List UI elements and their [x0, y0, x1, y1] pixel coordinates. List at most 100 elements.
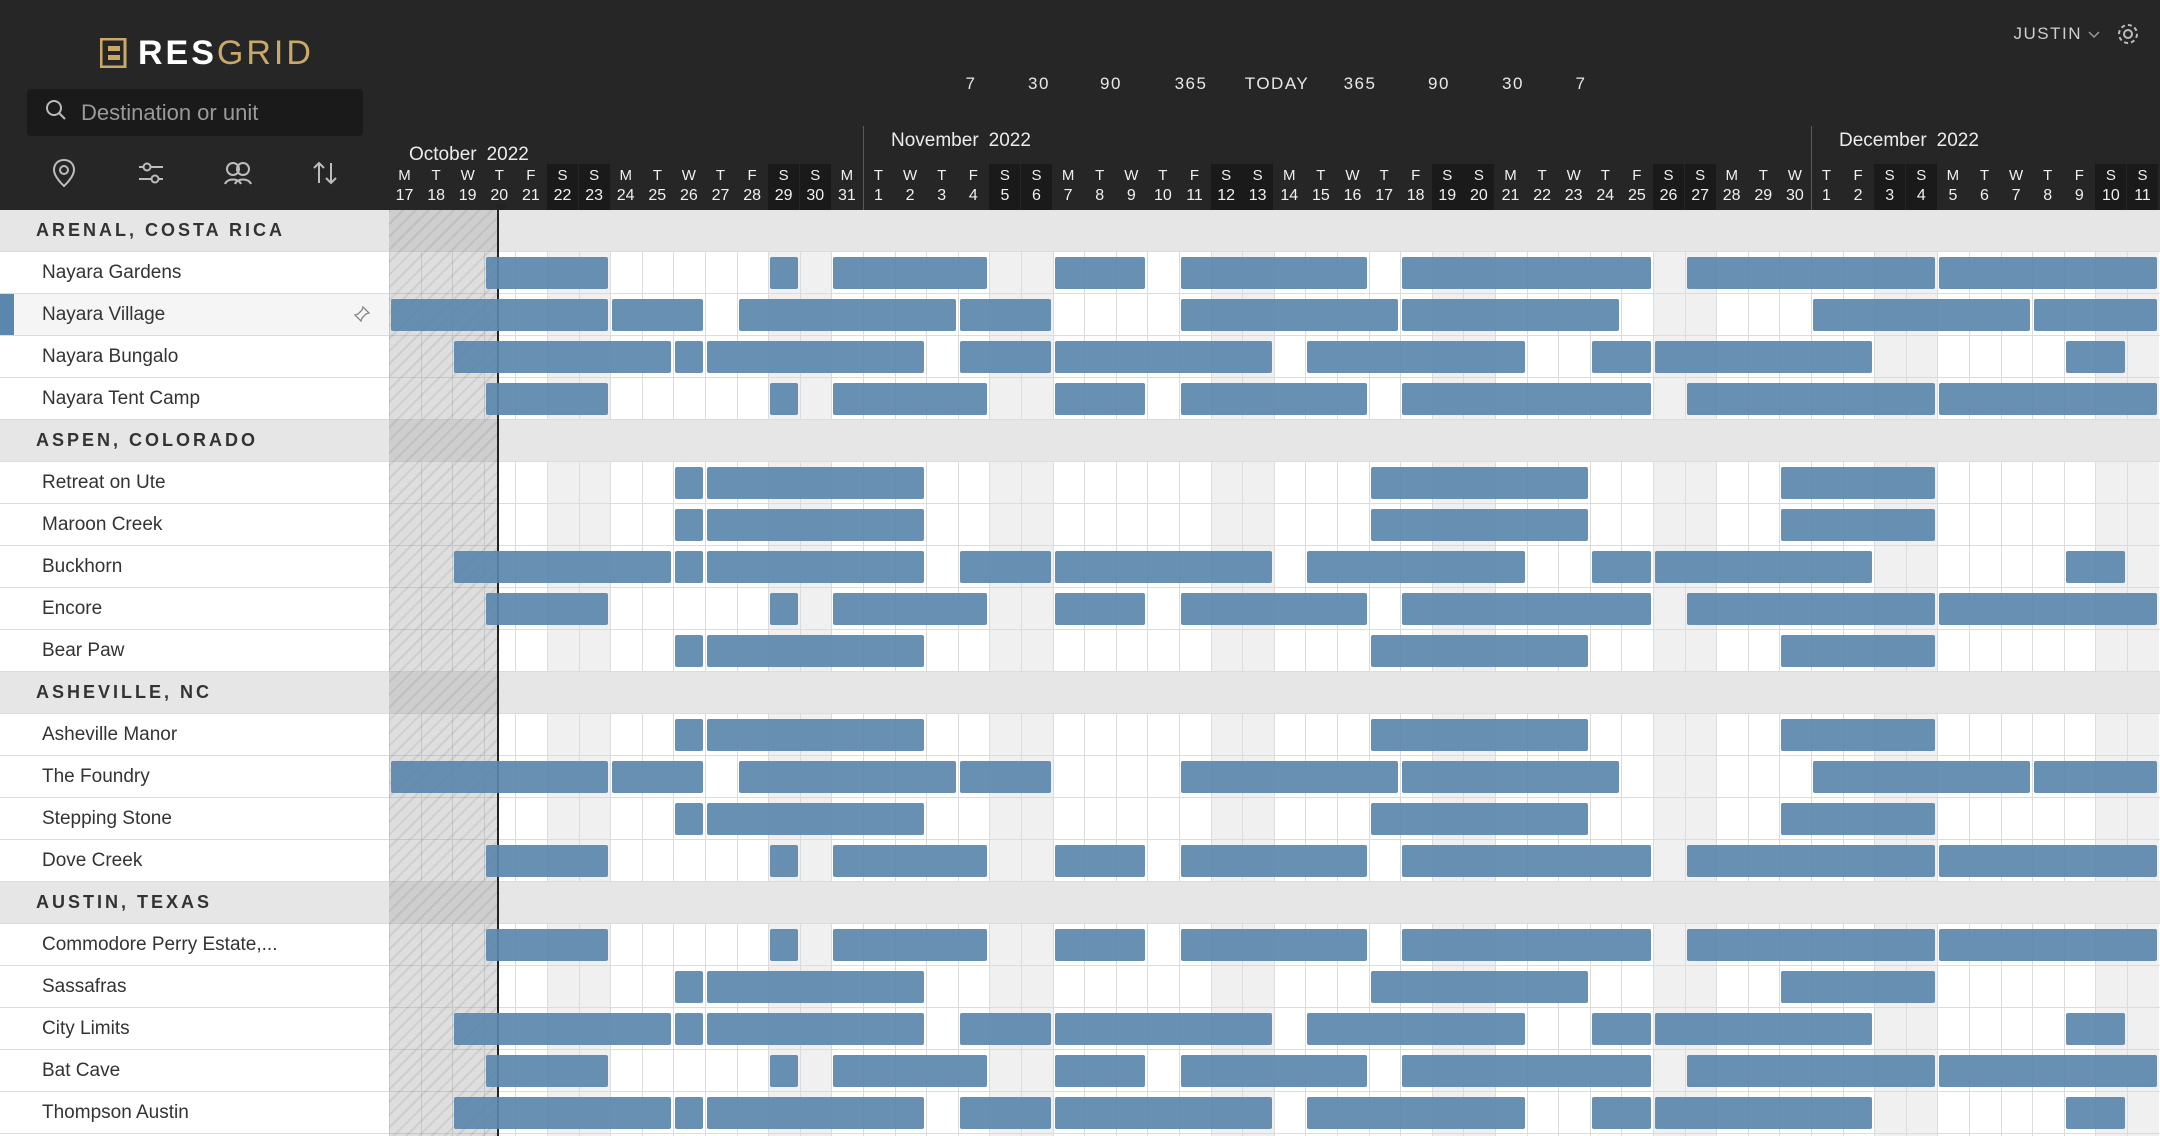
- unit-row[interactable]: Stepping Stone: [0, 798, 389, 840]
- booking-bar[interactable]: [959, 299, 1051, 331]
- booking-bar[interactable]: [833, 257, 988, 289]
- booking-bar[interactable]: [454, 1013, 672, 1045]
- unit-row[interactable]: Nayara Tent Camp: [0, 378, 389, 420]
- booking-bar[interactable]: [1939, 593, 2157, 625]
- booking-bar[interactable]: [675, 467, 703, 499]
- booking-bar[interactable]: [738, 761, 956, 793]
- grid-row[interactable]: [389, 1008, 2160, 1050]
- day-header-cell[interactable]: S 23: [578, 164, 610, 210]
- booking-bar[interactable]: [1307, 1097, 1525, 1129]
- booking-bar[interactable]: [675, 1097, 703, 1129]
- booking-bar[interactable]: [770, 929, 798, 961]
- day-header-cell[interactable]: F 11: [1186, 167, 1203, 204]
- booking-bar[interactable]: [707, 551, 925, 583]
- day-header-cell[interactable]: F 18: [1406, 167, 1425, 204]
- booking-bar[interactable]: [707, 803, 925, 835]
- zoom-button-90[interactable]: 90: [1100, 74, 1122, 93]
- booking-bar[interactable]: [707, 1013, 925, 1045]
- location-pin-icon[interactable]: [46, 155, 82, 191]
- unit-row[interactable]: Encore: [0, 588, 389, 630]
- booking-bar[interactable]: [1054, 929, 1146, 961]
- booking-bar[interactable]: [707, 509, 925, 541]
- day-header-cell[interactable]: T 18: [427, 167, 445, 204]
- booking-bar[interactable]: [1686, 1055, 1936, 1087]
- booking-bar[interactable]: [707, 1097, 925, 1129]
- grid-row[interactable]: [389, 966, 2160, 1008]
- booking-bar[interactable]: [707, 341, 925, 373]
- booking-bar[interactable]: [833, 929, 988, 961]
- unit-row[interactable]: Buckhorn: [0, 546, 389, 588]
- booking-bar[interactable]: [1370, 635, 1588, 667]
- booking-bar[interactable]: [1181, 299, 1399, 331]
- grid-row[interactable]: [389, 504, 2160, 546]
- booking-bar[interactable]: [1402, 593, 1651, 625]
- day-header-cell[interactable]: T 24: [1596, 167, 1615, 204]
- booking-bar[interactable]: [959, 341, 1051, 373]
- day-header-cell[interactable]: W 23: [1564, 167, 1583, 204]
- search-box[interactable]: [27, 89, 363, 136]
- booking-bar[interactable]: [1054, 593, 1146, 625]
- grid-row[interactable]: [389, 378, 2160, 420]
- zoom-button-365[interactable]: 365: [1343, 74, 1377, 93]
- day-header-cell[interactable]: W 16: [1343, 167, 1362, 204]
- unit-row[interactable]: The Foundry: [0, 756, 389, 798]
- day-header-cell[interactable]: M 28: [1722, 167, 1741, 204]
- booking-bar[interactable]: [1054, 1013, 1272, 1045]
- booking-bar[interactable]: [1686, 929, 1936, 961]
- day-header-cell[interactable]: T 29: [1754, 167, 1773, 204]
- booking-bar[interactable]: [1181, 845, 1367, 877]
- booking-bar[interactable]: [833, 383, 988, 415]
- grid-row[interactable]: [389, 588, 2160, 630]
- day-header-cell[interactable]: S 30: [799, 164, 831, 210]
- booking-bar[interactable]: [485, 383, 609, 415]
- booking-bar[interactable]: [833, 593, 988, 625]
- booking-bar[interactable]: [675, 1013, 703, 1045]
- booking-bar[interactable]: [707, 971, 925, 1003]
- user-menu[interactable]: JUSTIN: [2014, 24, 2101, 44]
- zoom-button-90[interactable]: 90: [1428, 74, 1450, 93]
- booking-bar[interactable]: [485, 845, 609, 877]
- booking-bar[interactable]: [959, 1013, 1051, 1045]
- booking-bar[interactable]: [2065, 551, 2125, 583]
- grid-row[interactable]: [389, 840, 2160, 882]
- group-icon[interactable]: [220, 155, 256, 191]
- grid-row[interactable]: [389, 336, 2160, 378]
- unit-row[interactable]: Thompson Austin: [0, 1092, 389, 1134]
- grid-row[interactable]: [389, 546, 2160, 588]
- booking-bar[interactable]: [1054, 257, 1146, 289]
- booking-bar[interactable]: [1054, 1097, 1272, 1129]
- booking-bar[interactable]: [1781, 467, 1936, 499]
- booking-bar[interactable]: [1181, 383, 1367, 415]
- booking-bar[interactable]: [1939, 845, 2157, 877]
- unit-row[interactable]: Maroon Creek: [0, 504, 389, 546]
- booking-bar[interactable]: [675, 509, 703, 541]
- booking-bar[interactable]: [1655, 341, 1873, 373]
- grid-row[interactable]: [389, 1092, 2160, 1134]
- day-header-cell[interactable]: S 20: [1463, 164, 1495, 210]
- booking-bar[interactable]: [1402, 299, 1620, 331]
- unit-row[interactable]: Nayara Gardens: [0, 252, 389, 294]
- day-header-cell[interactable]: S 22: [547, 164, 578, 210]
- booking-bar[interactable]: [612, 299, 703, 331]
- booking-bar[interactable]: [1813, 761, 2031, 793]
- booking-bar[interactable]: [1054, 845, 1146, 877]
- booking-bar[interactable]: [1402, 1055, 1651, 1087]
- day-header-cell[interactable]: S 11: [2127, 164, 2158, 210]
- day-header-cell[interactable]: M 17: [395, 167, 414, 204]
- day-header-cell[interactable]: W 26: [679, 167, 698, 204]
- app-logo[interactable]: RESGRID: [99, 30, 314, 76]
- booking-bar[interactable]: [1054, 551, 1272, 583]
- booking-bar[interactable]: [1307, 1013, 1525, 1045]
- booking-bar[interactable]: [770, 593, 798, 625]
- day-header-cell[interactable]: M 31: [837, 167, 856, 204]
- day-header-cell[interactable]: F 28: [743, 167, 761, 204]
- booking-bar[interactable]: [1655, 1097, 1873, 1129]
